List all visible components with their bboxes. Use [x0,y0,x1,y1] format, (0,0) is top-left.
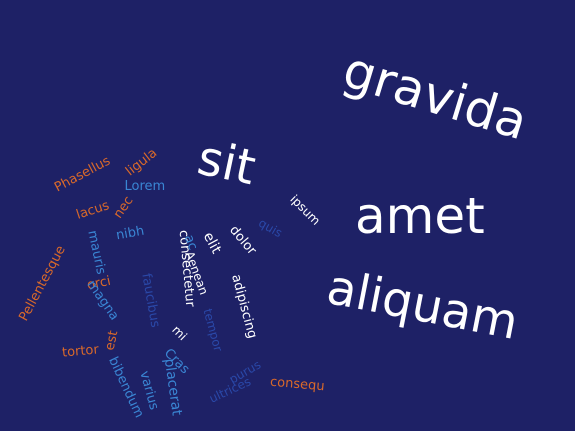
word-adipiscing: adipiscing [228,272,260,340]
word-faucibus: faucibus [137,271,163,329]
word-ipsum: ipsum [286,192,323,228]
word-mi: mi [168,322,190,344]
word-aliquam: aliquam [321,259,523,351]
word-sit: sit [192,129,260,197]
word-ligula: ligula [122,145,160,179]
word-elit: elit [199,229,225,257]
word-mauris: mauris [83,228,108,276]
word-pellentesque: Pellentesque [15,242,69,324]
word-tortor: tortor [60,341,99,361]
word-tempor: tempor [200,307,226,353]
word-lacus: lacus [74,197,112,223]
word-est: est [102,328,122,352]
word-phasellus: Phasellus [51,153,113,195]
word-gravida: gravida [336,40,534,152]
word-nec: nec [110,193,137,221]
word-dolor: dolor [225,222,259,258]
word-amet: amet [355,187,485,245]
word-nibh: nibh [114,223,146,243]
word-lorem: Lorem [124,178,166,194]
word-consequ: consequ [268,374,325,394]
word-quis: quis [255,215,285,241]
